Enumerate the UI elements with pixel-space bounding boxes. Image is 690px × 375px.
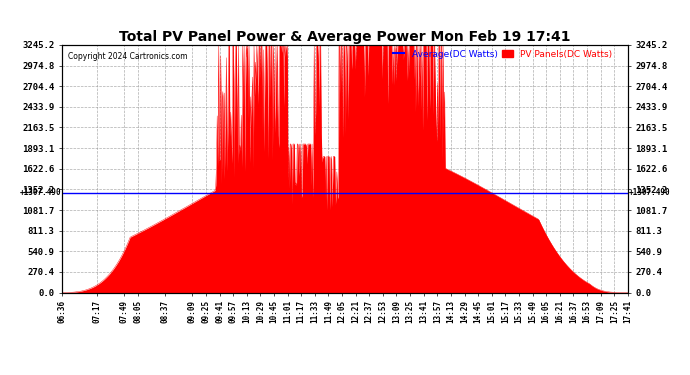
Text: Copyright 2024 Cartronics.com: Copyright 2024 Cartronics.com [68, 53, 187, 62]
Text: +1307.490: +1307.490 [629, 188, 670, 197]
Text: +1307.490: +1307.490 [20, 188, 61, 197]
Legend: Average(DC Watts), PV Panels(DC Watts): Average(DC Watts), PV Panels(DC Watts) [393, 50, 612, 58]
Title: Total PV Panel Power & Average Power Mon Feb 19 17:41: Total PV Panel Power & Average Power Mon… [119, 30, 571, 44]
